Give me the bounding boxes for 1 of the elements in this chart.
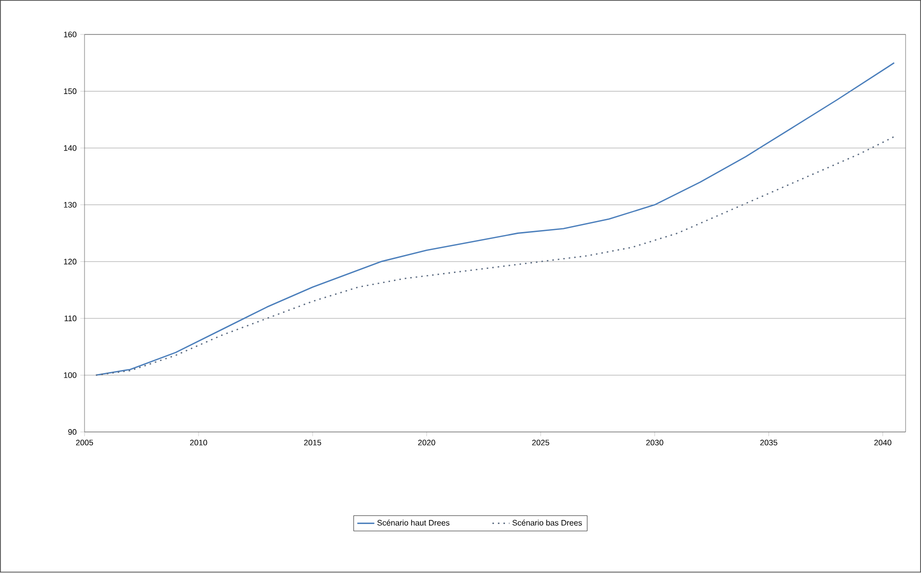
line-series [95,62,895,376]
